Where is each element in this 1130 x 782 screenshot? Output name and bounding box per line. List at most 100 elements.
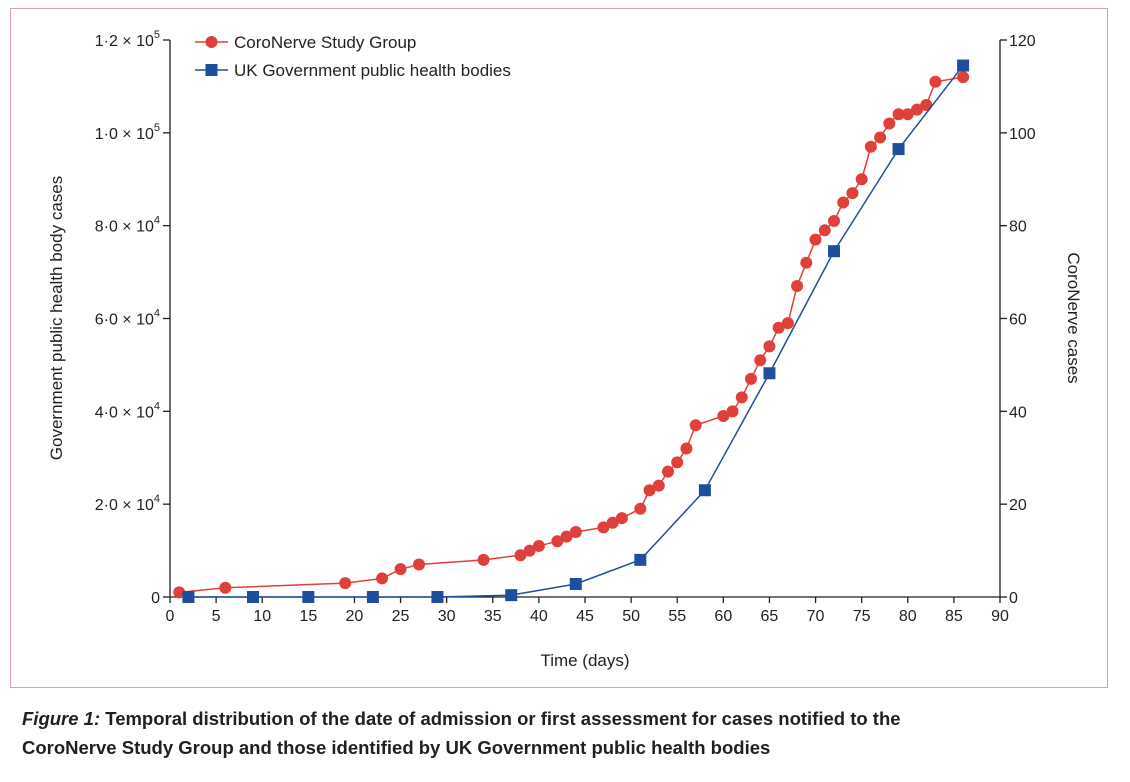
y-axis-left-title: Government public health body cases <box>47 176 66 460</box>
data-point-circle <box>791 280 804 293</box>
y-right-tick-label: 60 <box>1009 312 1027 329</box>
data-point-circle <box>560 530 573 543</box>
data-point-square <box>892 143 905 156</box>
data-point-circle <box>394 563 407 576</box>
data-point-circle <box>477 553 490 566</box>
data-point-circle <box>680 442 693 455</box>
chart-frame <box>10 8 1108 688</box>
y-axis-right-title: CoroNerve cases <box>1064 252 1083 383</box>
y-right-tick-label: 40 <box>1009 404 1027 421</box>
data-point-circle <box>643 484 656 497</box>
series-uk-government <box>182 59 970 603</box>
x-tick-label: 20 <box>346 608 364 625</box>
series-layer <box>173 59 970 603</box>
x-tick-label: 85 <box>945 608 963 625</box>
y-right-tick-label: 0 <box>1009 590 1018 607</box>
legend-marker-circle <box>205 36 218 48</box>
figure-caption: Figure 1: Temporal distribution of the d… <box>22 704 1112 762</box>
data-point-circle <box>532 539 545 552</box>
data-point-circle <box>864 140 877 153</box>
data-point-circle <box>551 535 564 548</box>
data-point-circle <box>689 419 702 432</box>
data-point-circle <box>606 516 619 529</box>
data-point-square <box>634 553 647 566</box>
data-point-circle <box>901 108 914 121</box>
data-point-square <box>957 59 970 72</box>
x-tick-label: 35 <box>484 608 502 625</box>
data-point-circle <box>173 586 186 599</box>
caption-text-1: Temporal distribution of the date of adm… <box>100 708 901 729</box>
series-line <box>179 76 964 594</box>
data-point-circle <box>818 224 831 237</box>
x-tick-label: 10 <box>253 608 271 625</box>
axes: 0 5 10 15 20 25 30 35 40 45 50 55 60 65 70 75 80 85 9002·0… <box>95 29 1036 625</box>
y-left-tick-label: 8·0 × 104 <box>95 215 160 236</box>
data-point-circle <box>911 103 923 116</box>
data-point-circle <box>929 75 942 88</box>
y-right-tick-label: 20 <box>1009 497 1027 514</box>
y-left-tick-label: 4·0 × 104 <box>95 400 160 421</box>
data-point-circle <box>615 512 628 525</box>
legend-label: CoroNerve Study Group <box>234 33 416 52</box>
y-right-tick-label: 120 <box>1009 33 1036 50</box>
y-left-tick-label: 2·0 × 104 <box>95 493 160 514</box>
caption-line-2: CoroNerve Study Group and those identifi… <box>22 737 771 758</box>
data-point-circle <box>634 502 647 515</box>
data-point-circle <box>219 581 232 594</box>
data-point-circle <box>717 409 730 422</box>
x-tick-label: 65 <box>761 608 779 625</box>
data-point-square <box>763 367 776 380</box>
data-point-circle <box>662 465 674 478</box>
legend-marker-square <box>205 64 218 76</box>
data-point-circle <box>376 572 389 585</box>
x-tick-label: 15 <box>299 608 317 625</box>
x-tick-label: 60 <box>714 608 732 625</box>
data-point-square <box>505 589 518 602</box>
y-right-tick-label: 100 <box>1009 126 1036 143</box>
data-point-circle <box>745 372 757 385</box>
x-tick-label: 50 <box>622 608 640 625</box>
x-axis-title: Time (days) <box>540 651 629 670</box>
x-tick-label: 0 <box>166 608 175 625</box>
x-tick-label: 5 <box>212 608 221 625</box>
data-point-circle <box>413 558 425 571</box>
data-point-circle <box>754 354 767 367</box>
data-point-circle <box>828 215 840 228</box>
x-tick-label: 90 <box>991 608 1009 625</box>
x-tick-label: 30 <box>438 608 456 625</box>
data-point-circle <box>837 196 850 209</box>
x-tick-label: 40 <box>530 608 548 625</box>
data-point-square <box>302 591 315 603</box>
line-chart: 0 5 10 15 20 25 30 35 40 45 50 55 60 65 70 75 80 85 9002·0… <box>47 29 1083 670</box>
data-point-circle <box>569 526 582 539</box>
data-point-circle <box>597 521 610 534</box>
y-left-tick-label: 6·0 × 104 <box>95 308 160 329</box>
data-point-circle <box>809 233 822 246</box>
x-tick-label: 80 <box>899 608 917 625</box>
data-point-circle <box>874 131 887 144</box>
caption-line-1: Figure 1: Temporal distribution of the d… <box>22 704 1112 733</box>
legend-item-coronerve: CoroNerve Study Group <box>195 33 416 52</box>
x-tick-label: 45 <box>576 608 594 625</box>
data-point-circle <box>523 544 536 557</box>
data-point-square <box>569 578 582 591</box>
data-point-circle <box>957 71 970 84</box>
legend: CoroNerve Study Group UK Government publi… <box>195 33 511 80</box>
y-left-tick-label: 1·0 × 105 <box>95 122 160 143</box>
x-tick-label: 25 <box>392 608 410 625</box>
legend-item-uk-government: UK Government public health bodies <box>195 61 511 80</box>
data-point-circle <box>652 479 665 492</box>
data-point-circle <box>855 173 868 186</box>
data-point-circle <box>781 317 794 330</box>
y-left-tick-label: 0 <box>151 590 160 607</box>
data-point-square <box>431 591 444 603</box>
data-point-circle <box>763 340 776 353</box>
data-point-circle <box>883 117 896 130</box>
data-point-circle <box>514 549 527 562</box>
data-point-circle <box>846 187 859 200</box>
data-point-circle <box>735 391 748 404</box>
data-point-square <box>698 484 711 497</box>
data-point-circle <box>772 321 785 334</box>
data-point-circle <box>800 256 813 269</box>
x-tick-label: 70 <box>807 608 825 625</box>
